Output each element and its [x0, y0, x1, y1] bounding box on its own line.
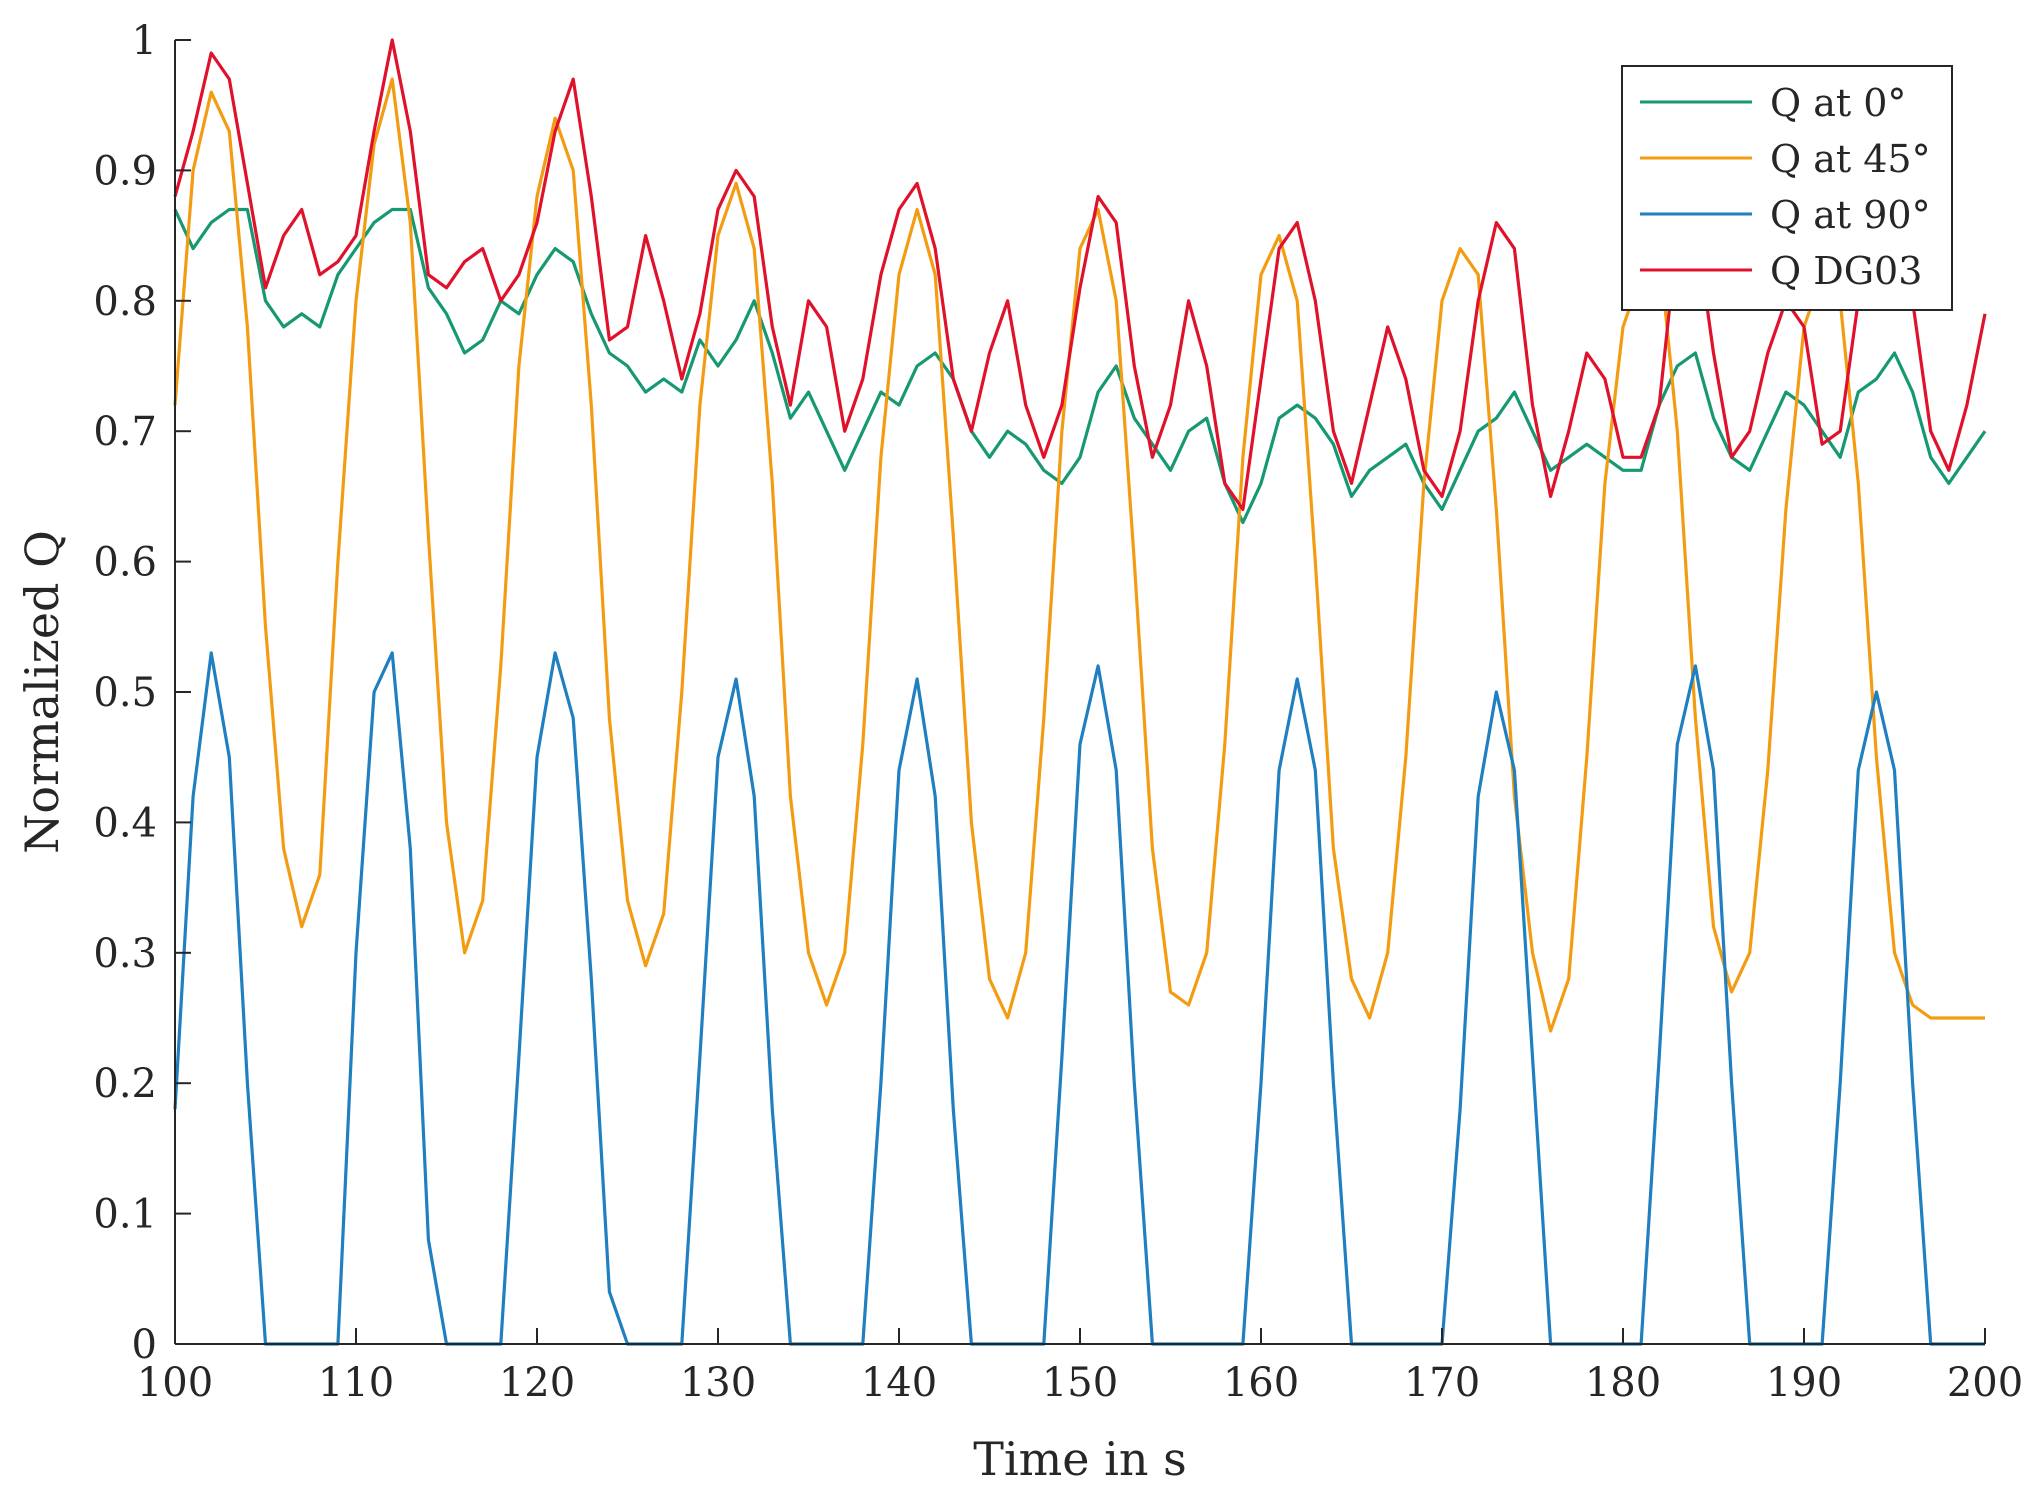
y-ticks: 0 0.1 0.2 0.3 0.4 0.5 0.6 0.7 0.8 0.9 1	[93, 18, 191, 1368]
x-axis-title: Time in s	[973, 1432, 1186, 1486]
x-tick-label: 110	[318, 1360, 394, 1406]
x-tick-label: 160	[1223, 1360, 1299, 1406]
y-tick-label: 0	[132, 1322, 157, 1368]
y-axis-title: Normalized Q	[15, 530, 69, 854]
series-line-q-at-0	[173, 207, 1987, 525]
x-tick-label: 150	[1042, 1360, 1118, 1406]
legend-label: Q at 90°	[1770, 193, 1931, 237]
y-tick-label: 0.9	[93, 148, 157, 194]
y-tick-label: 0.3	[93, 931, 157, 977]
y-tick-label: 0.6	[93, 540, 157, 586]
y-tick-label: 0.1	[93, 1192, 157, 1238]
y-tick-label: 0.4	[93, 800, 157, 846]
legend-label: Q at 0°	[1770, 81, 1906, 125]
x-tick-label: 170	[1404, 1360, 1480, 1406]
x-tick-label: 190	[1766, 1360, 1842, 1406]
y-tick-label: 0.8	[93, 279, 157, 325]
y-tick-label: 0.2	[93, 1061, 157, 1107]
legend-items: Q at 0° Q at 45° Q at 90° Q DG03	[1640, 81, 1931, 293]
y-tick-label: 1	[132, 18, 157, 64]
x-ticks: 100 110 120 130 140 150 160 170 180 190 200	[137, 1328, 2023, 1406]
legend-label: Q DG03	[1770, 249, 1922, 293]
x-tick-label: 100	[137, 1360, 213, 1406]
x-tick-label: 200	[1947, 1360, 2023, 1406]
x-tick-label: 140	[861, 1360, 937, 1406]
x-tick-label: 120	[499, 1360, 575, 1406]
legend: Q at 0° Q at 45° Q at 90° Q DG03	[1621, 65, 1953, 311]
x-tick-label: 130	[680, 1360, 756, 1406]
series-line-q-at-45	[173, 77, 1985, 1033]
x-tick-label: 180	[1585, 1360, 1661, 1406]
legend-label: Q at 45°	[1770, 137, 1931, 181]
y-tick-label: 0.5	[93, 670, 157, 716]
y-tick-label: 0.7	[93, 409, 157, 455]
